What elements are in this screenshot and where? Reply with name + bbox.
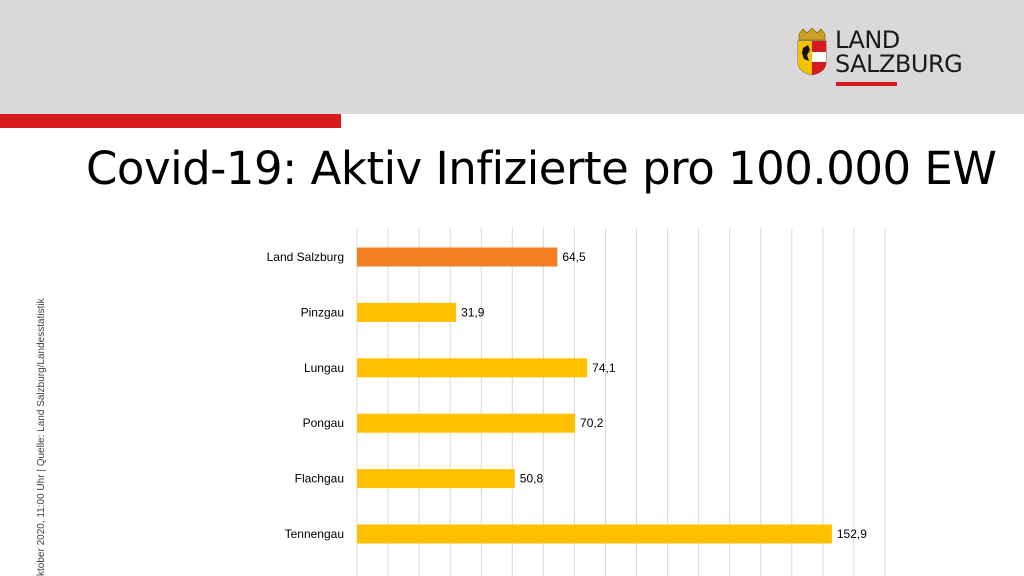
logo-text-land: LAND <box>835 26 900 54</box>
category-label: Pongau <box>303 416 344 430</box>
category-label: Tennengau <box>285 527 344 541</box>
page-title: Covid-19: Aktiv Infizierte pro 100.000 E… <box>86 142 997 195</box>
bar-pinzgau <box>357 302 457 322</box>
bar-flachgau <box>357 469 515 489</box>
bar-pongau <box>357 413 576 433</box>
logo-underline <box>836 82 897 86</box>
data-label: 152,9 <box>837 527 867 541</box>
bar-lungau <box>357 358 588 378</box>
data-label: 64,5 <box>562 250 586 264</box>
data-label: 74,1 <box>592 361 616 375</box>
data-label: 50,8 <box>520 472 544 486</box>
salzburg-coat-of-arms-icon <box>797 28 827 76</box>
category-label: Flachgau <box>295 472 344 486</box>
land-salzburg-logo[interactable]: LAND SALZBURG <box>795 26 975 90</box>
category-label: Lungau <box>304 361 344 375</box>
red-accent-stripe <box>0 114 341 128</box>
logo-text-salzburg: SALZBURG <box>835 50 963 78</box>
data-label: 31,9 <box>461 305 485 319</box>
bar-tennengau <box>357 524 832 544</box>
category-label: Pinzgau <box>301 305 344 319</box>
category-label: Land Salzburg <box>267 250 344 264</box>
header-band <box>0 0 1024 114</box>
bar-land-salzburg <box>357 247 558 267</box>
data-label: 70,2 <box>580 416 604 430</box>
